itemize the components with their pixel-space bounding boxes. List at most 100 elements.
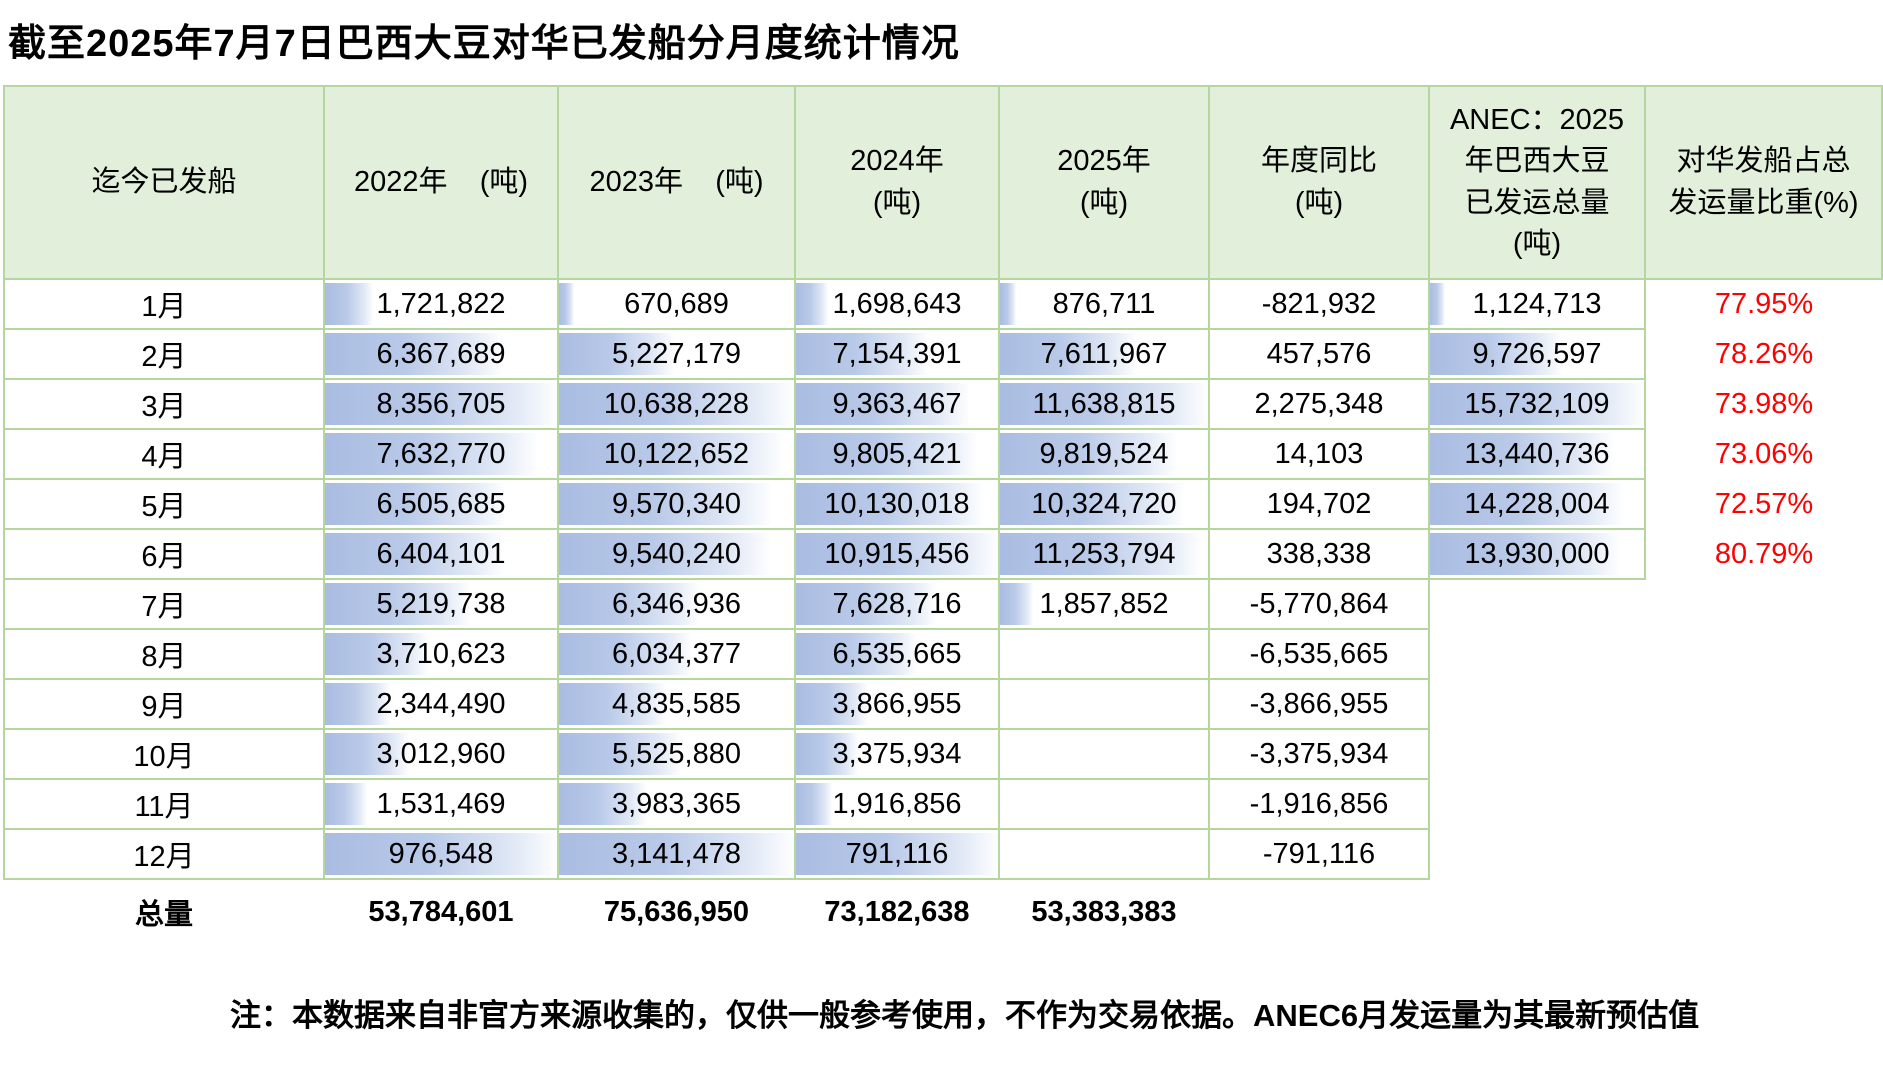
anec-cell: 14,228,004 [1428, 478, 1646, 530]
cell-content: 338,338 [1211, 531, 1427, 577]
y2024-cell: 9,363,467 [794, 378, 1000, 430]
share-percent-cell: 72.57% [1645, 479, 1882, 529]
share-percent-cell [1645, 829, 1882, 879]
y2025-cell [998, 678, 1210, 730]
cell-value: 1月 [141, 291, 187, 323]
y2022-cell: 1,531,469 [323, 778, 559, 830]
table-row-6月: 6月 6,404,101 9,540,240 10,915,456 11,253,794… [3, 528, 1882, 580]
cell-content: 6,505,685 [326, 481, 556, 527]
cell-content: 3,141,478 [560, 831, 793, 877]
y2025-cell [998, 828, 1210, 880]
cell-value: 976,548 [388, 837, 494, 870]
anec-cell [1429, 779, 1645, 829]
cell-content: -1,916,856 [1211, 781, 1427, 827]
data-bar [326, 333, 502, 375]
cell-content: 1,721,822 [326, 281, 556, 327]
y2024-cell: 10,915,456 [794, 528, 1000, 580]
data-bar [1431, 283, 1446, 325]
month-cell: 10月 [3, 728, 325, 780]
y2023-cell: 10,638,228 [557, 378, 796, 430]
cell-value: 6,034,377 [611, 637, 741, 670]
cell-value: -791,116 [1262, 837, 1376, 870]
y2022-cell: 7,632,770 [323, 428, 559, 480]
month-label: 12月 [6, 831, 322, 877]
cell-content: 14,228,004 [1431, 481, 1643, 527]
cell-value: 6月 [141, 541, 187, 573]
cell-content: 5,227,179 [560, 331, 793, 377]
y2023-cell: 6,346,936 [557, 578, 796, 630]
cell-value: 7,611,967 [1040, 337, 1168, 370]
month-label: 6月 [6, 531, 322, 577]
month-label: 8月 [6, 631, 322, 677]
month-label: 2月 [6, 331, 322, 377]
column-header-6: ANEC：2025 年巴西大豆 已发运总量 (吨) [1428, 85, 1646, 280]
cell-content: 10,915,456 [797, 531, 997, 577]
y2023-cell: 9,540,240 [557, 528, 796, 580]
month-label: 3月 [6, 381, 322, 427]
anec-cell: 13,440,736 [1428, 428, 1646, 480]
table-row-3月: 3月 8,356,705 10,638,228 9,363,467 11,638,815… [3, 378, 1882, 430]
anec-cell: 13,930,000 [1428, 528, 1646, 580]
share-percent-cell [1645, 679, 1882, 729]
cell-value: 14,103 [1274, 437, 1364, 470]
month-cell: 3月 [3, 378, 325, 430]
data-bar [326, 833, 556, 875]
cell-content [1430, 680, 1645, 728]
total-pct-cell [1645, 879, 1882, 944]
month-cell: 12月 [3, 828, 325, 880]
cell-content: 5,219,738 [326, 581, 556, 627]
share-percent-cell [1645, 729, 1882, 779]
yoy-cell: 2,275,348 [1208, 378, 1430, 430]
cell-value: 3,866,955 [832, 687, 962, 720]
cell-content: 9,726,597 [1431, 331, 1643, 377]
share-percent-cell: 78.26% [1645, 329, 1882, 379]
cell-content: 194,702 [1211, 481, 1427, 527]
cell-value: 6,505,685 [376, 487, 506, 520]
cell-value: 4,835,585 [611, 687, 741, 720]
y2023-cell: 5,525,880 [557, 728, 796, 780]
y2025-cell [998, 628, 1210, 680]
cell-content: 10,122,652 [560, 431, 793, 477]
month-cell: 7月 [3, 578, 325, 630]
column-header-0: 迄今已发船 [3, 85, 325, 280]
y2023-cell: 5,227,179 [557, 328, 796, 380]
cell-value: -6,535,665 [1249, 637, 1389, 670]
cell-value: 9,540,240 [611, 537, 741, 570]
month-cell: 5月 [3, 478, 325, 530]
data-bar [797, 533, 997, 575]
y2025-cell: 9,819,524 [998, 428, 1210, 480]
y2024-cell: 1,916,856 [794, 778, 1000, 830]
data-bar [1431, 433, 1613, 475]
footnote: 注：本数据来自非官方来源收集的，仅供一般参考使用，不作为交易依据。ANEC6月发… [230, 998, 1700, 1033]
data-bar [797, 733, 859, 775]
total-y2023-cell: 75,636,950 [558, 879, 795, 944]
share-percent-cell [1645, 629, 1882, 679]
data-bar [797, 433, 978, 475]
data-bar [560, 683, 666, 725]
cell-content: 72.57% [1646, 480, 1882, 528]
data-bar [797, 483, 984, 525]
share-percent-cell: 80.79% [1645, 529, 1882, 579]
yoy-cell: -6,535,665 [1208, 628, 1430, 680]
data-bar [797, 783, 832, 825]
data-bar [560, 733, 681, 775]
cell-content: 2,275,348 [1211, 381, 1427, 427]
cell-value: 3,012,960 [376, 737, 506, 770]
cell-value: 791,116 [845, 837, 949, 870]
cell-value: 7,154,391 [832, 337, 962, 370]
data-bar [797, 833, 997, 875]
cell-value: 6,367,689 [376, 337, 506, 370]
y2025-cell [998, 728, 1210, 780]
y2025-cell: 7,611,967 [998, 328, 1210, 380]
cell-value: 1,698,643 [832, 287, 962, 320]
cell-value: 10月 [133, 741, 195, 773]
cell-content: 457,576 [1211, 331, 1427, 377]
cell-value: 9,805,421 [832, 437, 962, 470]
cell-content: 78.26% [1646, 330, 1882, 378]
cell-content [1430, 780, 1645, 828]
yoy-cell: 194,702 [1208, 478, 1430, 530]
cell-content [1645, 830, 1882, 878]
y2022-cell: 3,012,960 [323, 728, 559, 780]
cell-content [1645, 630, 1882, 678]
